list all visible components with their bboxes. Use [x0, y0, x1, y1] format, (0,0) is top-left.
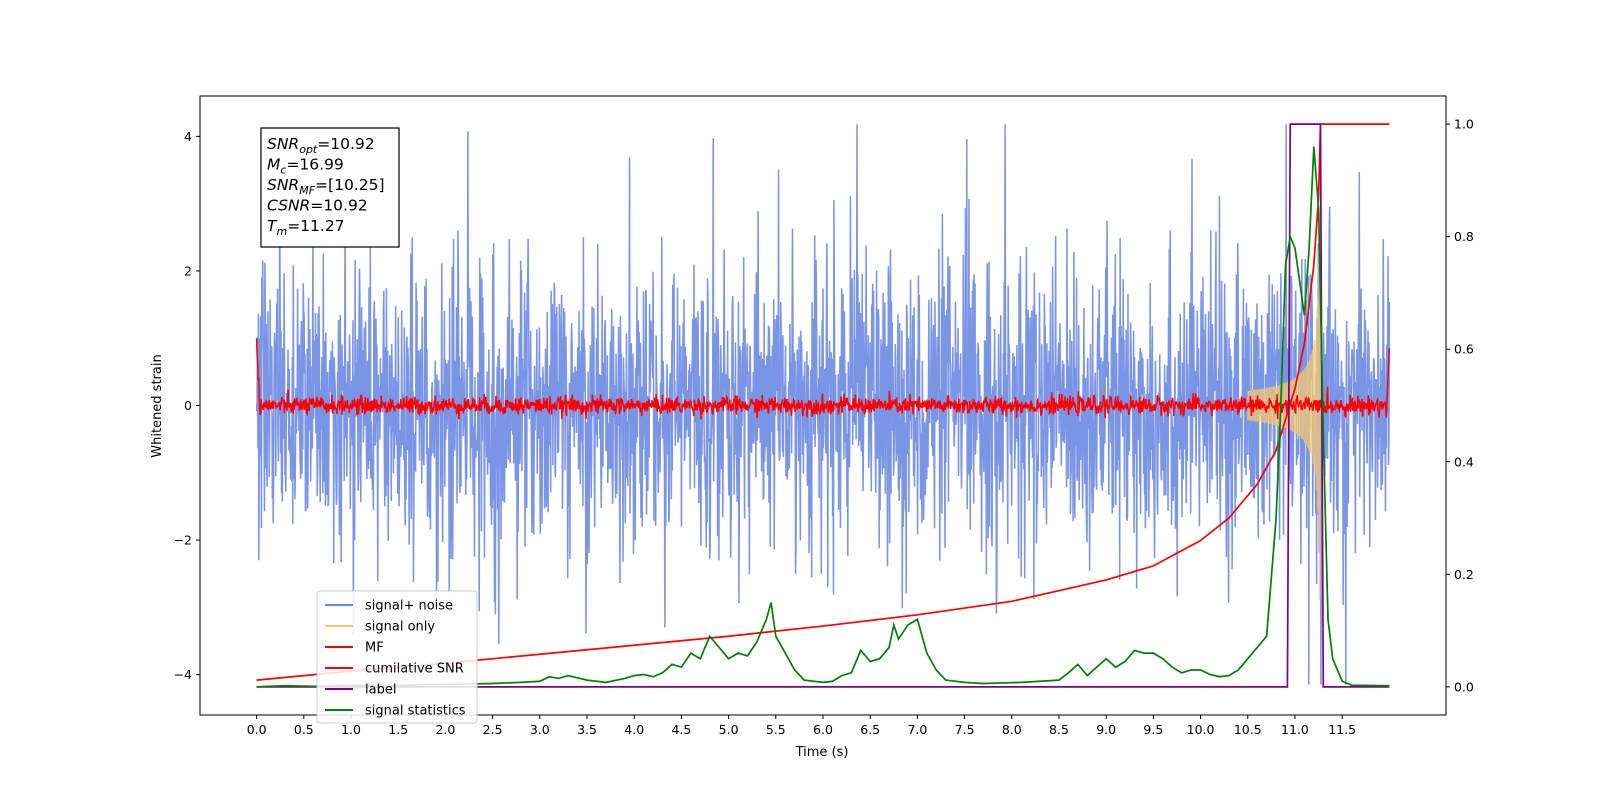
legend-label: signal only — [365, 620, 435, 635]
legend-item[interactable]: MF — [325, 641, 384, 656]
y-right-tick-label: 0.4 — [1454, 454, 1474, 469]
x-tick-label: 9.5 — [1143, 722, 1163, 737]
x-axis: 0.0 0.5 1.0 1.5 2.0 2.5 3.0 3.5 4.0 4.5 5.0 5.5 6.0 6… — [247, 715, 1356, 737]
legend-item[interactable]: signal statistics — [325, 704, 466, 719]
x-tick-label: 7.5 — [955, 722, 975, 737]
x-tick-label: 10.5 — [1234, 722, 1262, 737]
legend-item[interactable]: cumilative SNR — [325, 662, 464, 677]
series-signal-only-line — [1247, 211, 1321, 600]
stats-line-subscript: opt — [299, 143, 318, 156]
x-tick-label: 9.0 — [1096, 722, 1116, 737]
stats-line-subscript: m — [276, 225, 287, 238]
x-tick-label: 4.0 — [624, 722, 644, 737]
x-tick-label: 3.5 — [577, 722, 597, 737]
x-tick-label: 0.0 — [247, 722, 267, 737]
stats-line-value: =11.27 — [287, 217, 344, 235]
stats-annotation-box: SNRopt=10.92Mc=16.99SNRMF=[10.25]CSNR=10… — [260, 127, 400, 248]
stats-line-symbol: M — [267, 156, 280, 174]
legend-item[interactable]: signal+ noise — [325, 599, 453, 614]
y-axis-label: Whitened strain — [150, 354, 165, 457]
y-left-tick-label: −4 — [174, 667, 192, 682]
y-right-tick-label: 1.0 — [1454, 117, 1474, 132]
stats-line-value: =10.92 — [310, 197, 367, 215]
legend-item[interactable]: label — [325, 683, 396, 698]
stats-line-subscript: c — [280, 164, 286, 177]
x-tick-label: 2.0 — [435, 722, 455, 737]
legend-label: signal+ noise — [365, 599, 453, 614]
x-tick-label: 8.0 — [1002, 722, 1022, 737]
series-signal-noise-line — [255, 124, 1391, 685]
series-label-line — [256, 123, 1390, 688]
legend[interactable]: signal+ noise signal only MF cumilative SNR… — [316, 590, 478, 724]
y-axis-left: −4 −2 0 2 4 — [174, 129, 200, 682]
legend-label: cumilative SNR — [365, 662, 464, 677]
y-right-tick-label: 0.0 — [1454, 679, 1474, 694]
x-tick-label: 6.0 — [813, 722, 833, 737]
y-right-tick-label: 0.2 — [1454, 567, 1474, 582]
x-tick-label: 11.5 — [1328, 722, 1356, 737]
x-tick-label: 4.5 — [671, 722, 691, 737]
x-tick-label: 3.0 — [530, 722, 550, 737]
stats-line-value: =[10.25] — [315, 176, 384, 194]
x-axis-label: Time (s) — [795, 745, 849, 760]
y-left-tick-label: −2 — [174, 533, 192, 548]
plot-area — [255, 123, 1391, 688]
y-left-tick-label: 2 — [184, 263, 192, 278]
stats-line-value: =10.92 — [317, 135, 374, 153]
x-tick-label: 5.0 — [719, 722, 739, 737]
legend-label: MF — [365, 641, 384, 656]
x-tick-label: 0.5 — [294, 722, 314, 737]
stats-line: Tm=11.27 — [267, 217, 345, 238]
y-right-tick-label: 0.8 — [1454, 229, 1474, 244]
stats-line: CSNR=10.92 — [267, 197, 368, 215]
x-tick-label: 5.5 — [766, 722, 786, 737]
series-signal-statistics-line — [256, 146, 1390, 688]
y-right-tick-label: 0.6 — [1454, 342, 1474, 357]
x-tick-label: 8.5 — [1049, 722, 1069, 737]
stats-line: SNRMF=[10.25] — [267, 176, 385, 197]
legend-label: signal statistics — [365, 704, 466, 719]
stats-line: Mc=16.99 — [267, 156, 344, 177]
x-tick-label: 11.0 — [1281, 722, 1309, 737]
x-tick-label: 10.0 — [1187, 722, 1215, 737]
stats-line-symbol: CSNR — [267, 197, 310, 215]
stats-line: SNRopt=10.92 — [267, 135, 375, 156]
series-mf-line — [255, 338, 1391, 420]
legend-label: label — [365, 683, 396, 698]
stats-box-frame — [260, 127, 400, 248]
stats-line-symbol: T — [267, 217, 278, 235]
legend-item[interactable]: signal only — [325, 620, 435, 635]
x-tick-label: 2.5 — [483, 722, 503, 737]
series-cumulative-snr-line — [256, 123, 1390, 681]
stats-line-symbol: SNR — [267, 176, 299, 194]
y-axis-right: 0.0 0.2 0.4 0.6 0.8 1.0 — [1446, 117, 1474, 694]
y-left-tick-label: 0 — [184, 398, 192, 413]
x-tick-label: 1.5 — [388, 722, 408, 737]
stats-line-symbol: SNR — [267, 135, 299, 153]
legend-frame — [316, 590, 478, 724]
y-left-tick-label: 4 — [184, 129, 192, 144]
x-tick-label: 6.5 — [860, 722, 880, 737]
stats-line-value: =16.99 — [286, 156, 343, 174]
stats-line-subscript: MF — [299, 184, 315, 197]
x-tick-label: 1.0 — [341, 722, 361, 737]
x-tick-label: 7.0 — [907, 722, 927, 737]
